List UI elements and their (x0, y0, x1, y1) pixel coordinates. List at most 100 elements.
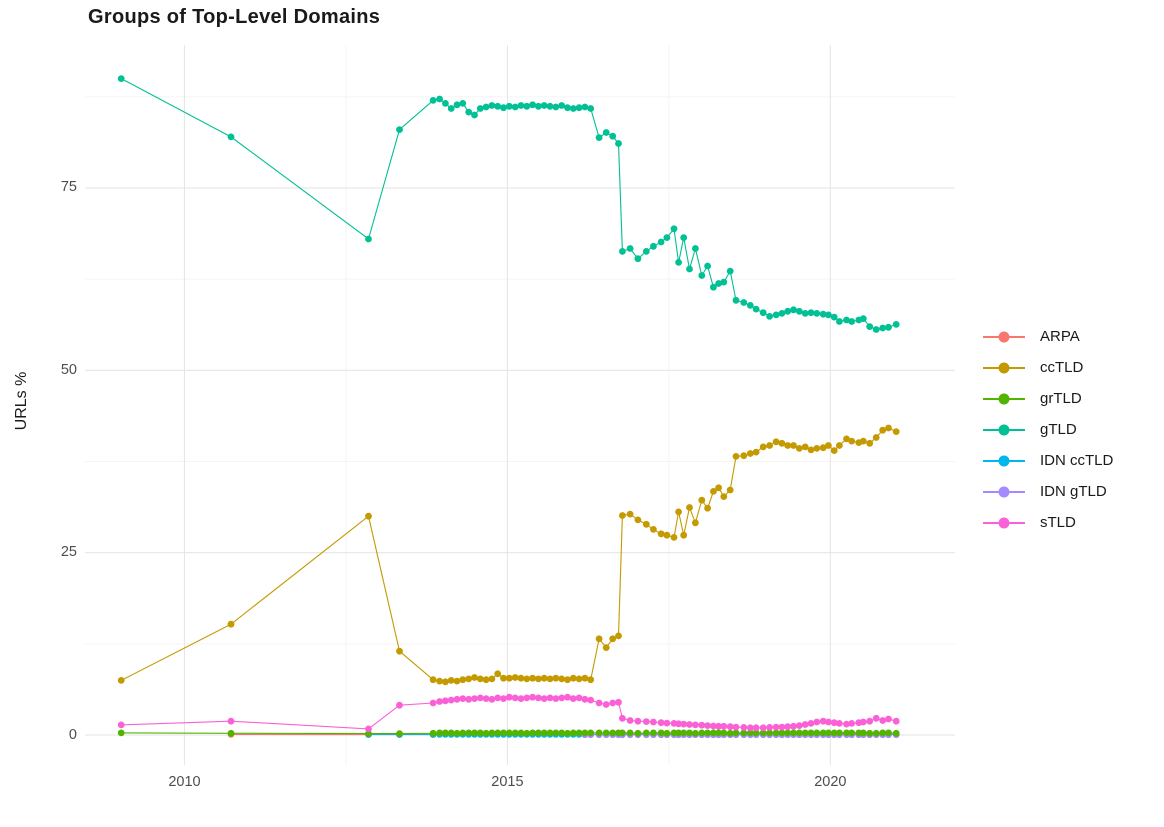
data-point (819, 444, 827, 452)
data-point (657, 719, 665, 727)
data-point (657, 729, 665, 737)
data-point (505, 674, 513, 682)
data-point (830, 719, 838, 727)
data-point (575, 104, 583, 112)
data-point (859, 315, 867, 322)
data-point (494, 729, 502, 737)
data-point (704, 722, 711, 729)
legend: ARPA ccTLD grTLD gTLD IDN ccTLD IDN gTLD sTLD (982, 321, 1113, 538)
data-point (517, 674, 525, 682)
data-point (117, 721, 125, 729)
data-point (650, 526, 657, 533)
data-point (801, 729, 809, 737)
data-point (807, 720, 815, 727)
data-point (365, 235, 372, 243)
data-point (732, 453, 740, 460)
data-point (704, 729, 711, 737)
data-point (558, 694, 566, 702)
data-point (642, 248, 650, 255)
data-point (459, 695, 467, 702)
legend-swatch (983, 455, 1025, 466)
data-point (535, 675, 542, 683)
data-point (540, 674, 548, 682)
data-point (872, 326, 880, 333)
data-point (476, 105, 484, 112)
data-point (813, 445, 821, 452)
data-point (517, 102, 525, 109)
data-point (692, 729, 699, 737)
data-point (117, 729, 125, 737)
data-point (459, 100, 467, 107)
data-point (726, 267, 734, 275)
data-point (866, 439, 874, 447)
data-point (581, 729, 589, 737)
data-point (848, 729, 856, 737)
data-point (663, 729, 671, 737)
legend-item-idn-gtld: IDN gTLD (982, 476, 1113, 507)
data-point (675, 259, 682, 266)
data-point (500, 695, 507, 702)
legend-label: gTLD (1040, 421, 1077, 438)
data-point (442, 678, 449, 686)
data-point (523, 729, 531, 737)
data-point (825, 311, 832, 319)
data-point (790, 722, 797, 730)
data-point (396, 701, 403, 709)
data-point (830, 729, 838, 737)
series-gtld (117, 75, 900, 333)
data-point (807, 309, 815, 317)
data-point (752, 729, 760, 737)
data-point (552, 695, 560, 702)
data-point (879, 426, 887, 434)
data-point (657, 238, 665, 246)
x-tick-label: 2010 (168, 774, 201, 790)
data-point (511, 729, 519, 737)
data-point (819, 729, 827, 737)
data-point (686, 265, 693, 273)
data-point (581, 695, 589, 703)
data-point (447, 677, 455, 684)
data-point (535, 102, 542, 110)
data-point (830, 447, 838, 454)
data-point (726, 723, 734, 731)
data-point (692, 721, 699, 729)
data-point (715, 484, 722, 492)
data-point (675, 729, 682, 737)
data-point (795, 307, 803, 315)
data-point (442, 100, 449, 107)
data-point (675, 720, 682, 728)
data-point (602, 644, 610, 651)
data-point (650, 718, 657, 726)
data-point (746, 302, 754, 309)
data-point (569, 729, 577, 737)
data-point (872, 729, 880, 737)
data-point (117, 75, 125, 82)
data-point (670, 225, 678, 233)
legend-swatch-point (998, 331, 1010, 342)
data-point (772, 438, 780, 446)
data-point (740, 452, 748, 460)
data-point (396, 730, 403, 737)
data-point (436, 95, 443, 103)
data-point (795, 445, 803, 452)
data-point (634, 717, 642, 725)
data-point (471, 111, 478, 119)
data-point (558, 675, 566, 683)
data-point (778, 723, 786, 731)
data-point (872, 714, 880, 722)
data-point (752, 448, 760, 456)
data-point (602, 701, 610, 708)
data-point (892, 717, 900, 725)
legend-swatch-point (998, 486, 1010, 497)
data-point (859, 729, 867, 737)
data-point (227, 620, 235, 628)
legend-swatch-point (998, 362, 1010, 373)
data-point (790, 306, 797, 314)
data-point (866, 323, 874, 330)
data-point (720, 722, 728, 730)
data-point (587, 676, 595, 684)
data-point (715, 280, 722, 287)
data-point (801, 443, 809, 451)
data-point (772, 729, 780, 737)
data-point (740, 729, 748, 737)
